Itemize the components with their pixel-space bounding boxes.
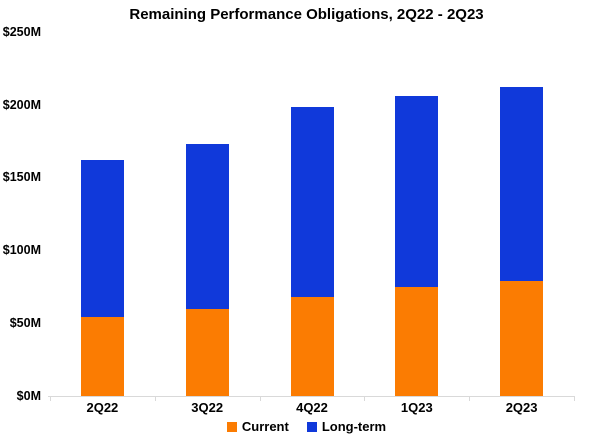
chart-title: Remaining Performance Obligations, 2Q22 … <box>129 6 484 23</box>
legend-swatch-icon <box>306 422 317 432</box>
x-axis-tick-mark <box>469 396 471 401</box>
x-axis-tick-label-3q22: 3Q22 <box>191 400 224 415</box>
bar-segment-current-2q22 <box>80 317 124 396</box>
y-axis-tick-label: $0M <box>16 389 41 403</box>
bar-segment-long-term-2q23 <box>500 87 544 281</box>
x-axis-tick-label-2q23: 2Q23 <box>505 400 538 415</box>
x-axis-tick-label-1q23: 1Q23 <box>400 400 433 415</box>
bar-segment-current-3q22 <box>185 308 229 396</box>
bar-segment-current-4q22 <box>290 296 334 396</box>
bar-segment-long-term-2q22 <box>80 159 124 318</box>
bar-segment-current-1q23 <box>395 286 439 396</box>
x-axis-tick-mark <box>259 396 261 401</box>
bar-segment-current-2q23 <box>500 280 544 396</box>
x-axis-tick-mark <box>364 396 366 401</box>
bar-segment-long-term-4q22 <box>290 107 334 297</box>
legend-item-long-term: Long-term <box>306 419 387 434</box>
legend-label: Current <box>241 419 289 434</box>
x-axis-tick-mark <box>50 396 51 401</box>
y-axis-tick-label: $150M <box>2 170 41 185</box>
x-axis-tick-mark <box>154 396 156 401</box>
legend-swatch-icon <box>226 422 237 432</box>
x-axis-tick-label-2q22: 2Q22 <box>86 400 119 415</box>
x-axis-tick-label-4q22: 4Q22 <box>296 400 328 415</box>
legend-item-current: Current <box>226 419 289 434</box>
y-axis-tick-label: $200M <box>2 97 41 112</box>
bar-segment-long-term-1q23 <box>395 95 439 287</box>
bar-segment-long-term-3q22 <box>185 143 229 309</box>
legend-label: Long-term <box>321 419 387 434</box>
legend: Current Long-term <box>0 420 613 434</box>
y-axis-tick-label: $50M <box>9 316 41 331</box>
y-axis-tick-label: $100M <box>2 243 41 258</box>
y-axis-tick-label: $250M <box>2 24 41 39</box>
x-axis-tick-mark <box>574 396 575 401</box>
x-axis-line <box>48 396 575 397</box>
